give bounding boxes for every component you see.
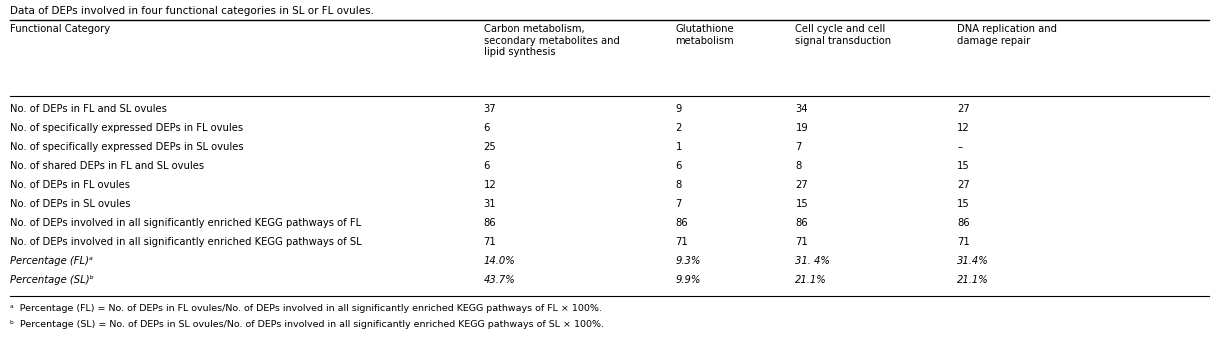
Text: No. of DEPs involved in all significantly enriched KEGG pathways of SL: No. of DEPs involved in all significantl… [10,237,361,247]
Text: 7: 7 [675,199,681,209]
Text: 15: 15 [796,199,808,209]
Text: 8: 8 [675,180,681,190]
Text: Carbon metabolism,
secondary metabolites and
lipid synthesis: Carbon metabolism, secondary metabolites… [484,24,619,57]
Text: 15: 15 [957,199,970,209]
Text: 31: 31 [484,199,496,209]
Text: 86: 86 [675,218,688,228]
Text: 12: 12 [957,123,970,133]
Text: No. of DEPs involved in all significantly enriched KEGG pathways of FL: No. of DEPs involved in all significantl… [10,218,361,228]
Text: 15: 15 [957,161,970,171]
Text: 71: 71 [484,237,496,247]
Text: No. of DEPs in FL and SL ovules: No. of DEPs in FL and SL ovules [10,104,167,114]
Text: No. of DEPs in FL ovules: No. of DEPs in FL ovules [10,180,129,190]
Text: Cell cycle and cell
signal transduction: Cell cycle and cell signal transduction [796,24,891,46]
Text: 6: 6 [675,161,681,171]
Text: –: – [957,142,962,152]
Text: 37: 37 [484,104,496,114]
Text: 9: 9 [675,104,681,114]
Text: 9.9%: 9.9% [675,275,701,285]
Text: 71: 71 [796,237,808,247]
Text: 27: 27 [957,180,970,190]
Text: 8: 8 [796,161,802,171]
Text: Glutathione
metabolism: Glutathione metabolism [675,24,734,46]
Text: 31. 4%: 31. 4% [796,256,830,266]
Text: 25: 25 [484,142,496,152]
Text: No. of shared DEPs in FL and SL ovules: No. of shared DEPs in FL and SL ovules [10,161,204,171]
Text: 6: 6 [484,161,490,171]
Text: ᵇ  Percentage (SL) = No. of DEPs in SL ovules/No. of DEPs involved in all signif: ᵇ Percentage (SL) = No. of DEPs in SL ov… [10,320,603,329]
Text: Data of DEPs involved in four functional categories in SL or FL ovules.: Data of DEPs involved in four functional… [10,6,374,16]
Text: 86: 86 [484,218,496,228]
Text: No. of specifically expressed DEPs in FL ovules: No. of specifically expressed DEPs in FL… [10,123,243,133]
Text: 71: 71 [675,237,689,247]
Text: 86: 86 [796,218,808,228]
Text: Functional Category: Functional Category [10,24,110,34]
Text: DNA replication and
damage repair: DNA replication and damage repair [957,24,1057,46]
Text: 21.1%: 21.1% [957,275,989,285]
Text: No. of DEPs in SL ovules: No. of DEPs in SL ovules [10,199,130,209]
Text: 12: 12 [484,180,496,190]
Text: 27: 27 [796,180,808,190]
Text: Percentage (FL)ᵃ: Percentage (FL)ᵃ [10,256,93,266]
Text: 1: 1 [675,142,681,152]
Text: 2: 2 [675,123,681,133]
Text: 43.7%: 43.7% [484,275,516,285]
Text: 14.0%: 14.0% [484,256,516,266]
Text: 9.3%: 9.3% [675,256,701,266]
Text: No. of specifically expressed DEPs in SL ovules: No. of specifically expressed DEPs in SL… [10,142,244,152]
Text: 19: 19 [796,123,808,133]
Text: Percentage (SL)ᵇ: Percentage (SL)ᵇ [10,275,94,285]
Text: 27: 27 [957,104,970,114]
Text: 7: 7 [796,142,802,152]
Text: 6: 6 [484,123,490,133]
Text: ᵃ  Percentage (FL) = No. of DEPs in FL ovules/No. of DEPs involved in all signif: ᵃ Percentage (FL) = No. of DEPs in FL ov… [10,304,602,313]
Text: 34: 34 [796,104,808,114]
Text: 71: 71 [957,237,970,247]
Text: 21.1%: 21.1% [796,275,828,285]
Text: 86: 86 [957,218,970,228]
Text: 31.4%: 31.4% [957,256,989,266]
